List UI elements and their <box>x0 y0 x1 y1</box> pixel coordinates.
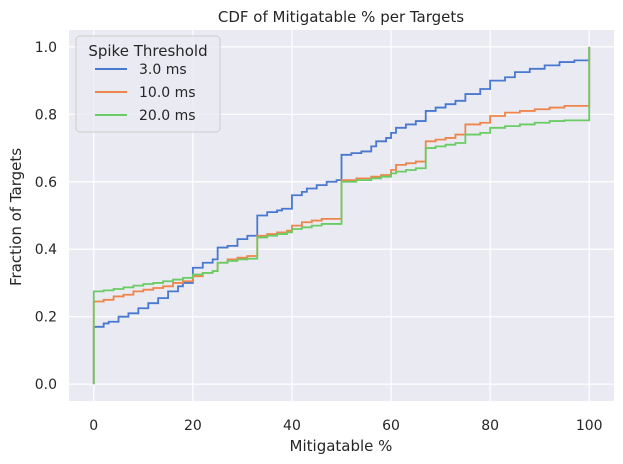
y-axis-label: Fraction of Targets <box>7 148 25 286</box>
legend-label: 3.0 ms <box>139 62 187 78</box>
chart-title: CDF of Mitigatable % per Targets <box>218 8 464 26</box>
x-tick-label: 20 <box>184 418 202 434</box>
series-line-3-0-ms <box>92 46 591 385</box>
x-tick-labels: 0 20 40 60 80 100 <box>89 418 602 434</box>
x-axis-label: Mitigatable % <box>290 437 393 455</box>
y-tick-label: 1.0 <box>35 40 57 56</box>
legend-title: Spike Threshold <box>88 42 207 60</box>
x-tick-label: 40 <box>283 418 301 434</box>
x-tick-label: 0 <box>89 418 98 434</box>
series-line-20-0-ms <box>92 46 591 385</box>
y-tick-label: 0.4 <box>35 242 57 258</box>
y-tick-label: 0.6 <box>35 175 57 191</box>
y-tick-label: 0.8 <box>35 107 57 123</box>
y-tick-labels: 0.0 0.2 0.4 0.6 0.8 1.0 <box>35 40 57 393</box>
x-tick-label: 100 <box>576 418 603 434</box>
legend: Spike Threshold 3.0 ms 10.0 ms 20.0 ms <box>75 35 221 133</box>
x-tick-label: 60 <box>382 418 400 434</box>
x-tick-label: 80 <box>481 418 499 434</box>
legend-label: 20.0 ms <box>139 108 196 124</box>
y-tick-label: 0.2 <box>35 310 57 326</box>
series-line-10-0-ms <box>92 46 591 385</box>
legend-items: 3.0 ms 10.0 ms 20.0 ms <box>95 62 196 124</box>
series-layer <box>92 46 591 385</box>
y-tick-label: 0.0 <box>35 377 57 393</box>
legend-box <box>75 35 221 133</box>
legend-label: 10.0 ms <box>139 85 196 101</box>
